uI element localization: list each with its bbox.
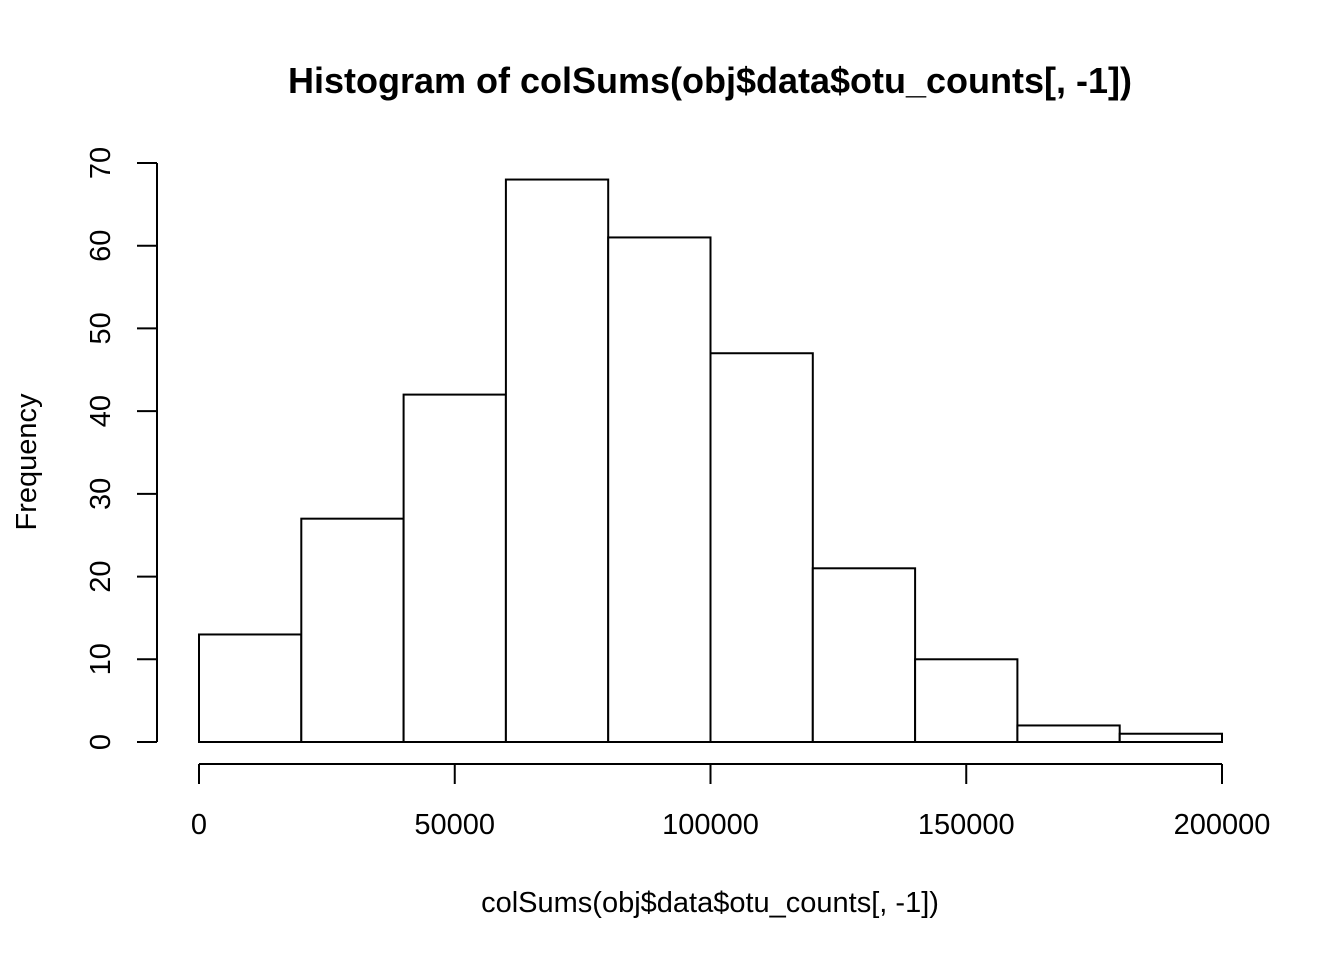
x-tick-label-2: 100000	[662, 809, 759, 841]
y-tick-label-2: 20	[85, 560, 117, 592]
y-tick-label-5: 50	[85, 312, 117, 344]
y-axis: 0 10 20 30 40 50 60 70	[85, 147, 158, 750]
chart-title: Histogram of colSums(obj$data$otu_counts…	[288, 60, 1132, 101]
histogram-bar-7	[811, 567, 917, 743]
y-tick-label-3: 30	[85, 478, 117, 510]
x-tick-label-0: 0	[191, 809, 207, 841]
y-axis-label: Frequency	[11, 393, 43, 531]
x-axis-label: colSums(obj$data$otu_counts[, -1])	[481, 887, 939, 919]
histogram-bar-4	[504, 178, 610, 744]
x-tick-label-3: 150000	[918, 809, 1015, 841]
y-tick-label-6: 60	[85, 230, 117, 262]
x-axis: 0 50000 100000 150000 200000	[191, 763, 1271, 841]
y-tick-label-1: 10	[85, 643, 117, 675]
histogram-bar-10	[1118, 732, 1223, 744]
histogram-bar-8	[914, 658, 1019, 743]
histogram-bar-5	[607, 236, 712, 743]
x-tick-label-4: 200000	[1174, 809, 1271, 841]
histogram-bar-6	[709, 352, 814, 743]
histogram-bar-2	[300, 517, 405, 744]
histogram-bar-1	[198, 633, 303, 744]
histogram-bar-9	[1016, 724, 1121, 744]
histogram-bars	[198, 178, 1223, 744]
y-tick-label-7: 70	[85, 147, 117, 179]
x-tick-label-1: 50000	[414, 809, 495, 841]
y-tick-label-4: 40	[85, 395, 117, 427]
histogram-bar-3	[402, 393, 507, 743]
y-tick-label-0: 0	[85, 734, 117, 750]
